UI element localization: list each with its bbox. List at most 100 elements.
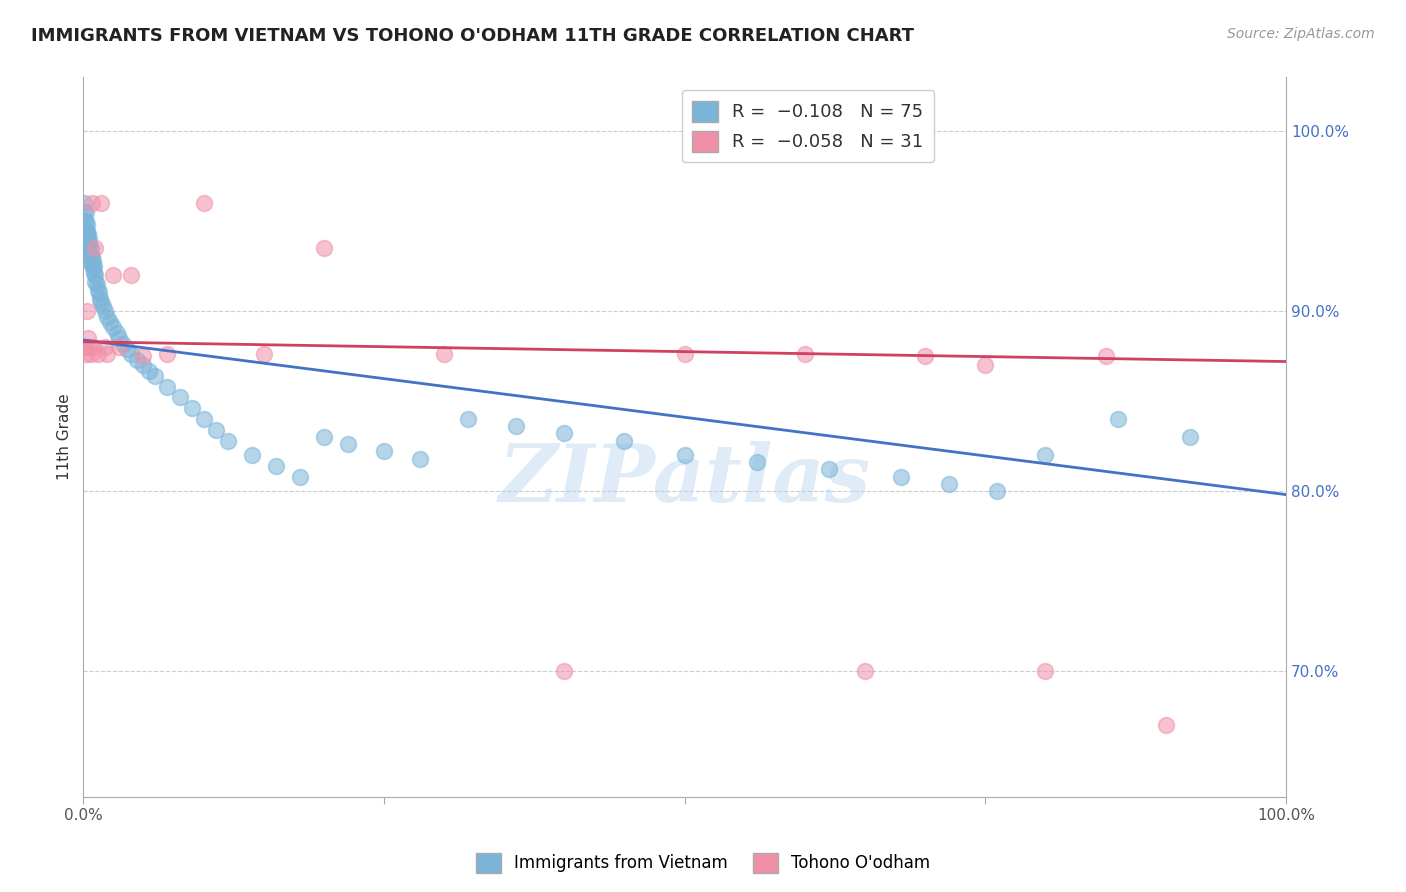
Point [96, 310, 118, 324]
Point [745, 455, 768, 469]
Point [76, 239, 98, 253]
Point [145, 368, 167, 383]
Point [79, 246, 101, 260]
Point [553, 664, 575, 678]
Point [108, 331, 131, 345]
Point [193, 196, 215, 211]
Point [77, 241, 100, 255]
Point [96, 347, 118, 361]
Point [204, 423, 226, 437]
Point [108, 340, 131, 354]
Point [94, 340, 117, 354]
Point [73, 205, 96, 219]
Legend: R =  −0.108   N = 75, R =  −0.058   N = 31: R = −0.108 N = 75, R = −0.058 N = 31 [682, 90, 934, 162]
Text: ZIPatlas: ZIPatlas [499, 442, 870, 519]
Point [84, 241, 107, 255]
Point [169, 391, 191, 405]
Point [373, 444, 395, 458]
Point [103, 268, 125, 283]
Point [553, 426, 575, 441]
Point [853, 664, 876, 678]
Point [111, 336, 134, 351]
Point [240, 448, 263, 462]
Point [986, 483, 1008, 498]
Point [673, 347, 696, 361]
Point [312, 430, 335, 444]
Point [312, 241, 335, 255]
Point [79, 241, 101, 255]
Point [80, 250, 103, 264]
Point [132, 358, 155, 372]
Point [75, 347, 97, 361]
Point [103, 320, 125, 334]
Point [82, 260, 104, 275]
Point [914, 349, 936, 363]
Point [76, 218, 98, 232]
Point [127, 352, 149, 367]
Point [1035, 664, 1057, 678]
Point [75, 235, 97, 250]
Point [79, 255, 101, 269]
Point [73, 196, 96, 211]
Point [73, 223, 96, 237]
Point [890, 469, 912, 483]
Point [505, 419, 527, 434]
Point [79, 232, 101, 246]
Point [77, 234, 100, 248]
Point [193, 412, 215, 426]
Point [80, 257, 103, 271]
Point [120, 268, 142, 283]
Point [1035, 448, 1057, 462]
Point [180, 401, 202, 416]
Point [86, 277, 108, 292]
Point [138, 363, 160, 377]
Point [105, 326, 128, 340]
Point [288, 469, 311, 483]
Point [75, 205, 97, 219]
Text: Source: ZipAtlas.com: Source: ZipAtlas.com [1227, 27, 1375, 41]
Point [613, 434, 636, 448]
Point [1178, 430, 1201, 444]
Point [90, 196, 112, 211]
Point [79, 239, 101, 253]
Point [77, 331, 100, 345]
Point [84, 268, 107, 283]
Point [457, 412, 479, 426]
Point [120, 347, 142, 361]
Point [83, 267, 105, 281]
Point [1154, 718, 1177, 732]
Point [98, 315, 121, 329]
Point [94, 304, 117, 318]
Point [73, 214, 96, 228]
Text: IMMIGRANTS FROM VIETNAM VS TOHONO O'ODHAM 11TH GRADE CORRELATION CHART: IMMIGRANTS FROM VIETNAM VS TOHONO O'ODHA… [31, 27, 914, 45]
Point [217, 434, 239, 448]
Point [90, 295, 112, 310]
Point [82, 253, 104, 268]
Point [87, 286, 110, 301]
Legend: Immigrants from Vietnam, Tohono O'odham: Immigrants from Vietnam, Tohono O'odham [470, 847, 936, 880]
Point [77, 227, 100, 241]
Point [76, 304, 98, 318]
Point [818, 462, 841, 476]
Point [115, 342, 138, 356]
Point [82, 340, 104, 354]
Point [87, 283, 110, 297]
Point [938, 476, 960, 491]
Point [73, 340, 96, 354]
Point [433, 347, 456, 361]
Point [84, 276, 107, 290]
Point [75, 228, 97, 243]
Point [1094, 349, 1116, 363]
Point [156, 347, 179, 361]
Point [156, 380, 179, 394]
Point [132, 349, 155, 363]
Point [79, 248, 101, 262]
Point [974, 358, 997, 372]
Point [793, 347, 815, 361]
Point [673, 448, 696, 462]
Point [264, 458, 287, 473]
Point [76, 225, 98, 239]
Point [79, 340, 101, 354]
Point [80, 196, 103, 211]
Point [336, 437, 359, 451]
